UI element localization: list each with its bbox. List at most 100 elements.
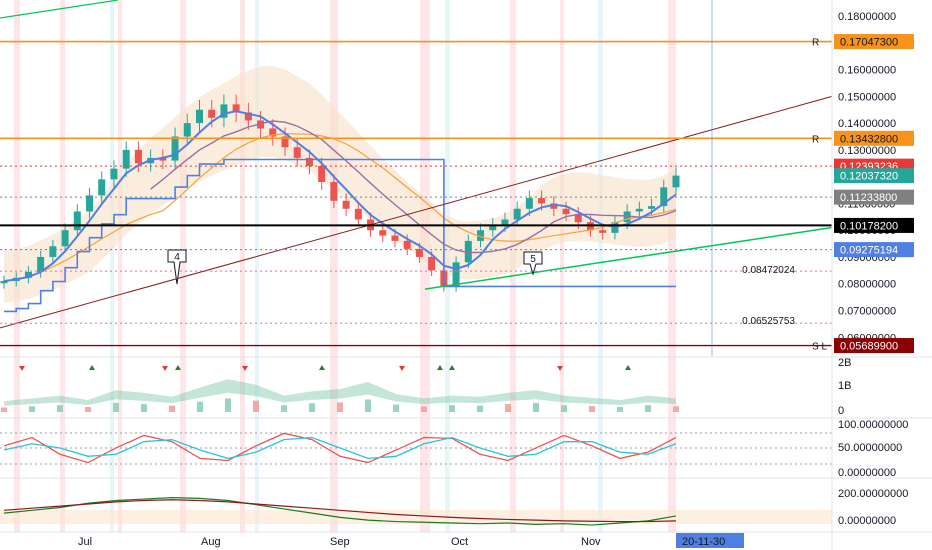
candle-body-20: [244, 112, 252, 121]
horizontal-levels[interactable]: R R S L: [0, 0, 832, 353]
callout-4[interactable]: 4: [167, 249, 187, 285]
support-trend-line[interactable]: [424, 226, 833, 290]
volume-bar-14: [393, 404, 399, 412]
price-badge-bg-5: [834, 189, 914, 205]
signal-marker-5: [319, 365, 325, 370]
osc-tick-0: 0.00000000: [838, 467, 896, 479]
candle-body-28: [342, 200, 350, 209]
highlight-band-12: [598, 0, 603, 532]
candle-body-7: [86, 195, 94, 212]
time-tick-sep: Sep: [330, 536, 350, 548]
candle-body-33: [403, 240, 411, 249]
volume-bar-3: [85, 407, 91, 412]
oscillator-k-line: [3, 432, 677, 464]
volume-bar-22: [617, 407, 623, 412]
volume-bar-8: [225, 398, 231, 412]
time-tick-oct: Oct: [451, 536, 468, 548]
price-badge-label-7: 0.09275194: [840, 245, 898, 257]
candle-body-0: [0, 281, 8, 284]
signal-marker-7: [437, 365, 443, 370]
signal-marker-4: [242, 366, 248, 371]
candle-body-52: [635, 208, 643, 212]
time-tick-aug: Aug: [201, 536, 221, 548]
volume-pane[interactable]: [1, 365, 679, 412]
price-badge-label-1: 0.13432800: [840, 133, 898, 145]
level-flag-0: R: [812, 38, 819, 49]
candle-body-35: [428, 256, 436, 271]
price-badge-bg-0: [834, 34, 914, 50]
price-tick-0: 0.18000000: [838, 11, 896, 23]
signal-markers: [19, 365, 631, 371]
highlight-band-11: [560, 0, 564, 532]
volume-bar-18: [505, 404, 511, 412]
osc-tick-100: 100.00000000: [838, 419, 908, 431]
time-axis[interactable]: Jul Aug Sep Oct Nov 20-11-30: [78, 533, 744, 548]
candle-body-49: [599, 230, 607, 233]
volume-bar-6: [169, 405, 175, 412]
highlight-band-6: [255, 0, 259, 532]
volume-bar-17: [477, 405, 483, 412]
level-label-0-0652: 0.06525753: [742, 316, 795, 327]
callout-4-label: 4: [174, 252, 180, 263]
highlight-band-2: [110, 0, 114, 532]
volume-cloud: [4, 379, 676, 406]
highlight-band-3: [118, 0, 122, 532]
price-badges: 0.170473000.134328000.123932360.12037320…: [834, 34, 914, 354]
candle-body-15: [183, 123, 191, 137]
candle-body-13: [159, 157, 167, 161]
candle-body-54: [660, 187, 668, 207]
candle-body-42: [513, 208, 521, 220]
candle-body-40: [489, 224, 497, 231]
stair-trailing-stop: [4, 158, 676, 313]
candle-body-44: [538, 198, 546, 204]
price-badge-label-3: 0.12037320: [840, 171, 898, 183]
channel-top-line[interactable]: [0, 95, 833, 329]
oscillator-pane[interactable]: [0, 432, 832, 465]
mom-tick-0: 0.00000000: [838, 515, 896, 527]
candle-body-39: [477, 230, 485, 241]
highlight-band-13: [668, 0, 676, 532]
candle-body-10: [122, 149, 130, 169]
candle-body-18: [220, 104, 228, 118]
momentum-pane[interactable]: [0, 497, 832, 526]
price-badge-label-6: 0.10178200: [840, 220, 898, 232]
price-pane[interactable]: R R S L 4 5 0.08472024 0.06525753: [0, 0, 833, 356]
callout-5-label: 5: [530, 254, 536, 265]
candle-body-11: [134, 149, 142, 164]
volume-bar-13: [365, 399, 371, 412]
price-badge-bg-8: [834, 338, 914, 354]
candle-body-22: [269, 128, 277, 137]
volume-bar-2: [57, 405, 63, 412]
signal-marker-0: [19, 366, 25, 371]
price-tick-8: 0.08000000: [838, 279, 896, 291]
green-top-line[interactable]: [0, 0, 119, 19]
moving-average-orange: [3, 132, 677, 282]
volume-axis: 2B 1B 0: [838, 357, 851, 417]
price-badge-bg-3: [834, 168, 914, 184]
signal-marker-10: [625, 365, 631, 370]
volume-bar-10: [281, 405, 287, 412]
signal-marker-6: [399, 366, 405, 371]
candle-body-37: [452, 262, 460, 287]
volume-bar-0: [1, 407, 7, 412]
moving-average-purple: [150, 120, 677, 254]
price-tick-3: 0.14000000: [838, 118, 896, 130]
momentum-band: [0, 510, 832, 524]
cursor-date-badge: [676, 533, 744, 548]
callout-5[interactable]: 5: [523, 251, 543, 276]
candle-body-38: [464, 240, 472, 263]
candle-body-8: [98, 179, 106, 196]
momentum-line-brown: [3, 499, 677, 523]
volume-bar-7: [197, 401, 203, 412]
volume-bar-4: [113, 402, 119, 412]
price-badge-bg-1: [834, 130, 914, 146]
volume-bar-5: [141, 404, 147, 412]
signal-marker-2: [162, 366, 168, 371]
oscillator-axis: 100.00000000 50.00000000 0.00000000: [838, 419, 908, 479]
candle-body-27: [330, 182, 338, 201]
price-badge-label-5: 0.11233800: [840, 192, 897, 204]
vol-tick-2b: 2B: [838, 357, 851, 369]
volume-bar-15: [421, 406, 427, 412]
candle-body-46: [562, 208, 570, 215]
